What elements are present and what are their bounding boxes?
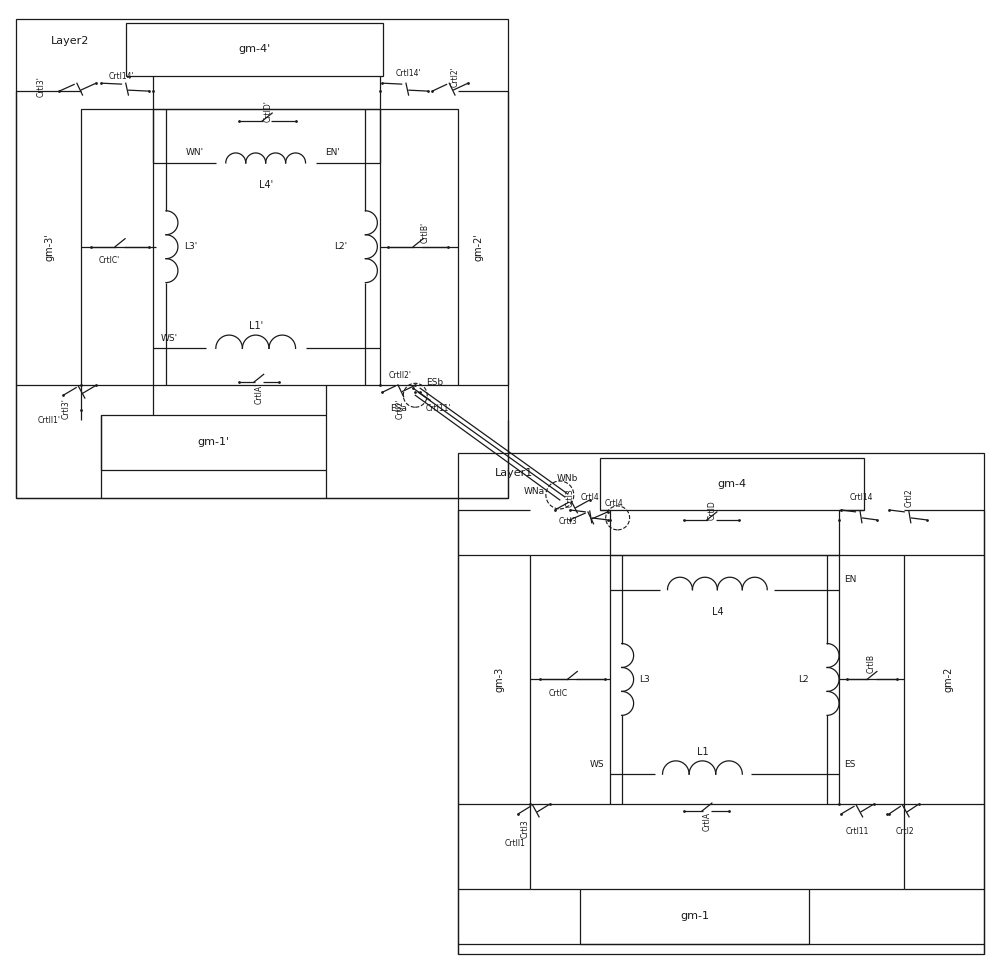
Text: Crtl14': Crtl14' bbox=[108, 72, 134, 81]
Text: L4': L4' bbox=[259, 180, 273, 190]
Text: L4: L4 bbox=[712, 607, 723, 617]
Text: gm-1': gm-1' bbox=[198, 437, 230, 447]
Text: Crtll1: Crtll1 bbox=[505, 840, 525, 849]
Bar bbox=[458, 453, 984, 954]
Text: Crtl2: Crtl2 bbox=[896, 826, 914, 835]
Text: L1': L1' bbox=[249, 321, 263, 331]
Text: Crtl3: Crtl3 bbox=[558, 518, 577, 526]
Text: ESb: ESb bbox=[427, 378, 444, 386]
Text: CrtlA: CrtlA bbox=[703, 812, 712, 830]
Text: Crtl14: Crtl14 bbox=[849, 493, 873, 502]
Text: Crtl4: Crtl4 bbox=[605, 499, 623, 509]
Text: gm-1: gm-1 bbox=[680, 911, 709, 921]
Text: CrtlB': CrtlB' bbox=[421, 222, 430, 244]
Text: CrtlD': CrtlD' bbox=[263, 100, 272, 122]
Text: WNb: WNb bbox=[557, 474, 578, 483]
Text: Crtl11: Crtl11 bbox=[845, 826, 869, 835]
Text: gm-2': gm-2' bbox=[473, 233, 483, 260]
Text: WN': WN' bbox=[186, 149, 204, 157]
Text: gm-4': gm-4' bbox=[239, 45, 271, 54]
Bar bbox=[16, 19, 508, 498]
Bar bbox=[530, 554, 904, 804]
Text: Crtl14': Crtl14' bbox=[395, 69, 421, 78]
Text: Crtl3': Crtl3' bbox=[37, 76, 46, 96]
Text: L2: L2 bbox=[798, 675, 809, 684]
Text: Crtl3': Crtl3' bbox=[62, 398, 71, 419]
Bar bbox=[101, 416, 326, 470]
Text: Crtl2': Crtl2' bbox=[396, 398, 405, 419]
Text: gm-3': gm-3' bbox=[44, 233, 54, 260]
Bar bbox=[370, 383, 450, 416]
Text: ESa: ESa bbox=[390, 404, 407, 413]
Text: Crtl11': Crtl11' bbox=[425, 404, 451, 413]
Text: WNa: WNa bbox=[524, 487, 545, 496]
Text: L3: L3 bbox=[640, 675, 650, 684]
Text: Crtll2': Crtll2' bbox=[389, 371, 412, 380]
Text: EN': EN' bbox=[326, 149, 340, 157]
Text: L1: L1 bbox=[697, 748, 708, 757]
Text: CrtlD: CrtlD bbox=[708, 500, 717, 519]
Bar bbox=[600, 458, 864, 510]
Bar bbox=[126, 23, 383, 76]
Text: CrtlC: CrtlC bbox=[548, 688, 567, 698]
Text: Layer2: Layer2 bbox=[51, 36, 90, 47]
Text: WS': WS' bbox=[161, 334, 178, 343]
Text: gm-2: gm-2 bbox=[944, 667, 954, 692]
Text: Crtl2: Crtl2 bbox=[904, 488, 913, 507]
Text: EN: EN bbox=[844, 575, 856, 585]
Bar bbox=[580, 888, 809, 944]
Text: L2': L2' bbox=[334, 242, 347, 251]
Text: Crtl3: Crtl3 bbox=[565, 488, 574, 507]
Text: Layer1: Layer1 bbox=[495, 468, 533, 478]
Text: Crtll1': Crtll1' bbox=[38, 416, 61, 424]
Text: Crtl3: Crtl3 bbox=[520, 820, 529, 838]
Text: WS: WS bbox=[590, 759, 605, 769]
Text: gm-3: gm-3 bbox=[495, 667, 505, 692]
Text: CrtlA': CrtlA' bbox=[254, 383, 263, 404]
Text: gm-4: gm-4 bbox=[718, 479, 747, 489]
Text: Crtl2': Crtl2' bbox=[451, 66, 460, 86]
Text: L3': L3' bbox=[184, 242, 197, 251]
Text: ES: ES bbox=[844, 759, 855, 769]
Text: Crtl4: Crtl4 bbox=[580, 493, 599, 502]
Text: CrtlB: CrtlB bbox=[866, 654, 875, 673]
Bar bbox=[81, 109, 458, 385]
Text: CrtlC': CrtlC' bbox=[98, 256, 120, 265]
